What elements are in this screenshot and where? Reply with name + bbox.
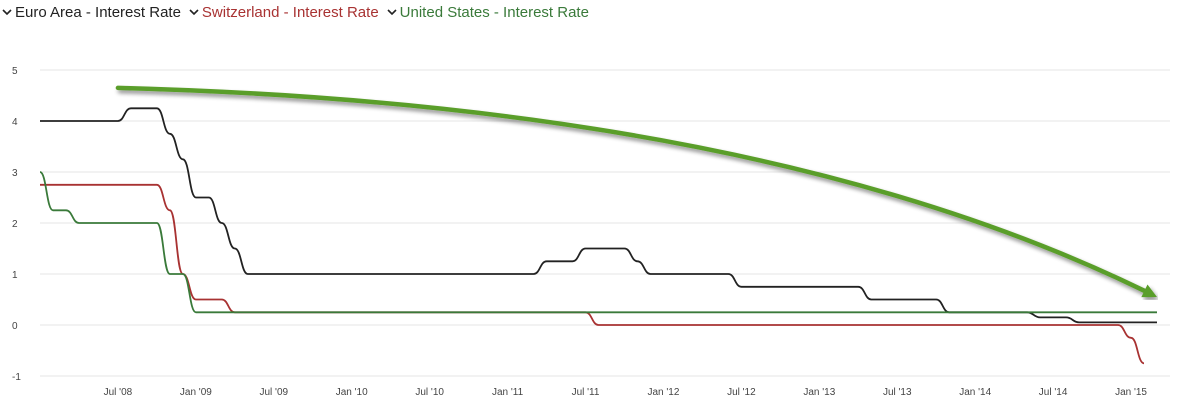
legend-item-switzerland[interactable]: Switzerland - Interest Rate bbox=[189, 4, 379, 21]
x-tick-label: Jan '11 bbox=[492, 387, 524, 398]
x-tick-label: Jan '12 bbox=[647, 387, 679, 398]
trend-arrow-head bbox=[1141, 284, 1158, 298]
series-line-euro-area bbox=[39, 107, 1157, 324]
chevron-down-icon bbox=[387, 9, 397, 16]
legend-item-united-states[interactable]: United States - Interest Rate bbox=[387, 4, 589, 21]
legend-item-euro-area[interactable]: Euro Area - Interest Rate bbox=[2, 4, 181, 21]
y-tick-label: 2 bbox=[12, 219, 18, 230]
x-axis: Jul '08 Jan '09 Jul '09 Jan '10 Jul '10 Jan '… bbox=[104, 387, 1148, 398]
series-lines bbox=[39, 107, 1157, 365]
chart-legend: Euro Area - Interest Rate Switzerland - … bbox=[2, 0, 597, 24]
x-tick-label: Jul '11 bbox=[572, 387, 600, 398]
x-tick-label: Jul '08 bbox=[104, 387, 133, 398]
legend-label-switzerland: Switzerland - Interest Rate bbox=[201, 3, 379, 21]
x-tick-label: Jan '09 bbox=[180, 387, 212, 398]
y-tick-label: 0 bbox=[12, 321, 18, 332]
x-tick-label: Jan '10 bbox=[336, 387, 368, 398]
legend-label-united-states: United States - Interest Rate bbox=[399, 3, 589, 21]
y-tick-label: 3 bbox=[12, 168, 18, 179]
chevron-down-icon bbox=[189, 9, 199, 16]
y-tick-label: 4 bbox=[12, 117, 18, 128]
grid-lines bbox=[40, 69, 1170, 377]
annotations bbox=[115, 85, 1158, 298]
y-axis: -1 0 1 2 3 4 5 bbox=[12, 66, 21, 383]
x-tick-label: Jul '09 bbox=[259, 387, 288, 398]
y-tick-label: 1 bbox=[12, 270, 18, 281]
x-tick-label: Jan '13 bbox=[803, 387, 835, 398]
y-tick-label: -1 bbox=[12, 372, 21, 383]
chevron-down-icon bbox=[2, 9, 12, 16]
x-tick-label: Jul '10 bbox=[415, 387, 444, 398]
x-tick-label: Jul '14 bbox=[1039, 387, 1068, 398]
legend-label-euro-area: Euro Area - Interest Rate bbox=[15, 3, 181, 21]
x-tick-label: Jul '12 bbox=[727, 387, 756, 398]
y-tick-label: 5 bbox=[12, 66, 18, 77]
x-tick-label: Jan '15 bbox=[1115, 387, 1147, 398]
series-line-united-states bbox=[39, 171, 1157, 314]
trend-arrow bbox=[115, 85, 1147, 294]
x-tick-label: Jul '13 bbox=[883, 387, 912, 398]
x-tick-label: Jan '14 bbox=[959, 387, 991, 398]
